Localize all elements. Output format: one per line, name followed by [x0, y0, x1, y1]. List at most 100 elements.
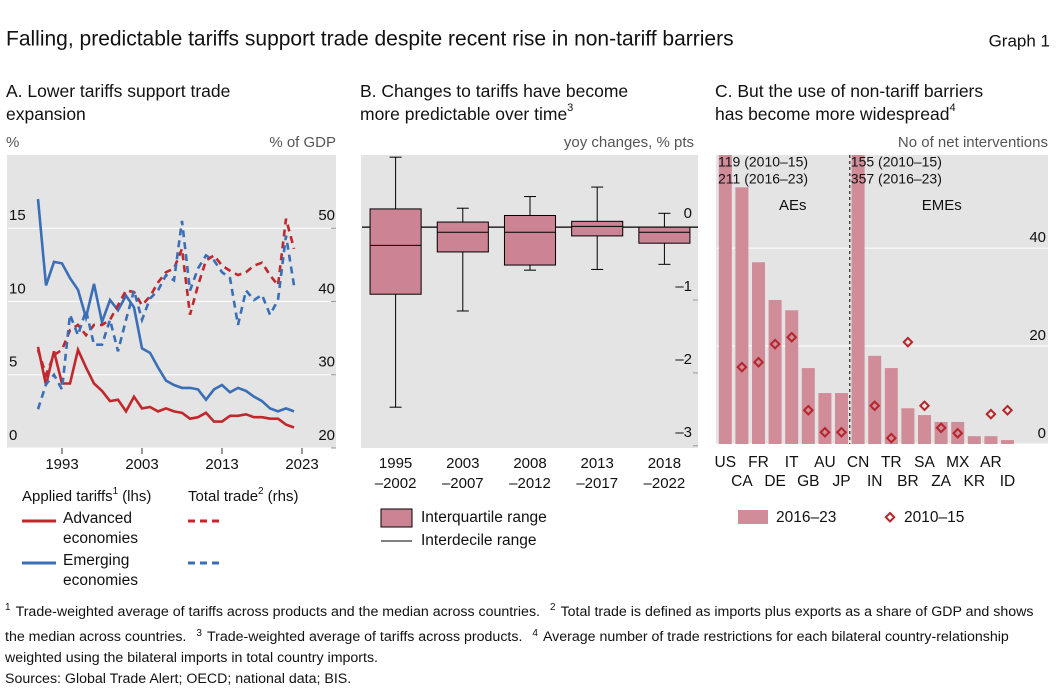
box — [503, 214, 557, 266]
x-tick-label: AR — [980, 454, 1002, 471]
group-label: EMEs — [922, 197, 962, 214]
marker — [736, 361, 748, 373]
plot-background — [716, 155, 1048, 444]
x-tick-label: 1993 — [45, 456, 78, 473]
box — [436, 221, 489, 253]
footnote-mark: 1 — [5, 602, 11, 613]
footnote-mark: 2 — [550, 602, 556, 613]
x-tick-label: SA — [914, 454, 935, 471]
legend-heading: Applied tariffs1 (lhs) — [22, 486, 151, 505]
footnote: 1 Trade-weighted average of tariffs acros… — [5, 602, 540, 620]
legend-label: Advanced economies — [63, 510, 138, 547]
y-axis-label: No of net interventions — [898, 134, 1048, 151]
x-tick-label: BR — [897, 473, 919, 490]
bar — [967, 436, 981, 444]
graph-label: Graph 1 — [989, 31, 1050, 50]
y-tick-label: 20 — [1029, 327, 1046, 344]
legend-swatch — [884, 511, 896, 523]
y-tick-label: 40 — [1029, 229, 1046, 246]
y-tick-label: –2 — [675, 351, 692, 368]
panel-title-line: A. Lower tariffs support trade — [6, 81, 230, 101]
panel-title-note: 4 — [949, 102, 955, 114]
line-series — [36, 198, 295, 413]
legend-heading-text: Applied tariffs — [22, 488, 113, 505]
x-tick-label: US — [715, 454, 737, 471]
panel-title: has become more widespread4 — [715, 102, 956, 124]
value-label: 155 (2010–15) — [851, 154, 942, 170]
footnote: 2 Total trade is defined as imports plus … — [5, 602, 1033, 645]
bar-group — [718, 155, 1014, 444]
legend-label: 2016–23 — [776, 509, 836, 526]
x-tick-label: 2013 — [581, 455, 614, 472]
marker — [935, 422, 947, 434]
y-axis-label: yoy changes, % pts — [564, 134, 694, 151]
bar — [735, 187, 749, 444]
y2-tick-label: 30 — [318, 354, 335, 371]
value-label: 211 (2016–23) — [718, 171, 808, 187]
marker — [885, 432, 897, 444]
legend-label: Emerging economies — [63, 552, 138, 589]
y-tick-label: –1 — [675, 278, 692, 295]
marker — [918, 400, 931, 412]
line-series — [36, 345, 295, 429]
x-tick-label: ZA — [931, 473, 951, 490]
bar — [851, 155, 865, 444]
x-tick-label: CN — [847, 454, 869, 471]
legend-swatch — [738, 510, 768, 524]
footnote: 4 Average number of trade restrictions fo… — [5, 627, 1009, 667]
value-label: 119 (2010–15) — [718, 154, 808, 170]
marker — [952, 427, 964, 439]
legend-heading-text: Total trade — [188, 488, 258, 505]
y-tick-label: 0 — [1038, 425, 1046, 442]
x-tick-label: FR — [748, 454, 769, 471]
x-tick-label: 2013 — [205, 456, 238, 473]
panel-title: more predictable over time3 — [360, 102, 573, 124]
bar — [785, 310, 799, 444]
marker — [902, 336, 914, 348]
box-group — [362, 156, 698, 408]
box — [638, 226, 691, 244]
x-tick-label: KR — [964, 473, 986, 490]
panel-title-line: B. Changes to tariffs have become — [360, 81, 628, 101]
legend-heading-note: 1 — [113, 486, 119, 497]
x-tick-label: –2022 — [644, 475, 686, 492]
legend-heading-note: 2 — [258, 486, 264, 497]
legend-swatch — [380, 508, 413, 528]
x-tick-label: MX — [946, 454, 970, 471]
x-tick-label: 2018 — [648, 455, 681, 472]
panel-title-line: expansion — [6, 104, 86, 124]
x-tick-label: 2008 — [513, 455, 546, 472]
x-tick-label: TR — [881, 454, 902, 471]
marker — [802, 404, 814, 416]
y-tick-label: 0 — [684, 205, 692, 222]
panel-title: C. But the use of non-tariff barriers — [715, 81, 983, 101]
panel-title-line: has become more widespread — [715, 104, 949, 124]
sources: Sources: Global Trade Alert; OECD; natio… — [5, 671, 352, 688]
marker — [752, 356, 765, 368]
footnote-mark: 4 — [532, 627, 538, 639]
legend-label: Interquartile range — [421, 509, 547, 526]
footnote-text: Average number of trade restrictions for… — [5, 629, 1009, 667]
x-tick-label: IT — [785, 454, 799, 471]
y-tick-label: –3 — [675, 424, 692, 441]
marker — [786, 331, 798, 343]
x-tick-label: CA — [731, 473, 753, 490]
line-series — [36, 220, 296, 410]
y-axis-label: % — [6, 134, 19, 151]
legend-heading-suffix: (lhs) — [122, 488, 151, 505]
legend-heading-suffix: (rhs) — [268, 488, 299, 505]
x-tick-label: 2003 — [125, 456, 158, 473]
y-tick-label: 0 — [9, 427, 17, 444]
bar — [1001, 440, 1014, 444]
y2-tick-label: 20 — [318, 427, 335, 444]
y2-axis-label: % of GDP — [269, 134, 336, 151]
y2-tick-label: 50 — [318, 207, 335, 224]
footnote-text: Trade-weighted average of tariffs across… — [15, 603, 540, 620]
panel-title-note: 3 — [567, 102, 573, 114]
y-tick-label: 5 — [9, 354, 17, 371]
group-label: AEs — [779, 197, 807, 214]
bar — [718, 155, 732, 444]
bar — [752, 262, 765, 444]
x-tick-label: DE — [764, 473, 786, 490]
